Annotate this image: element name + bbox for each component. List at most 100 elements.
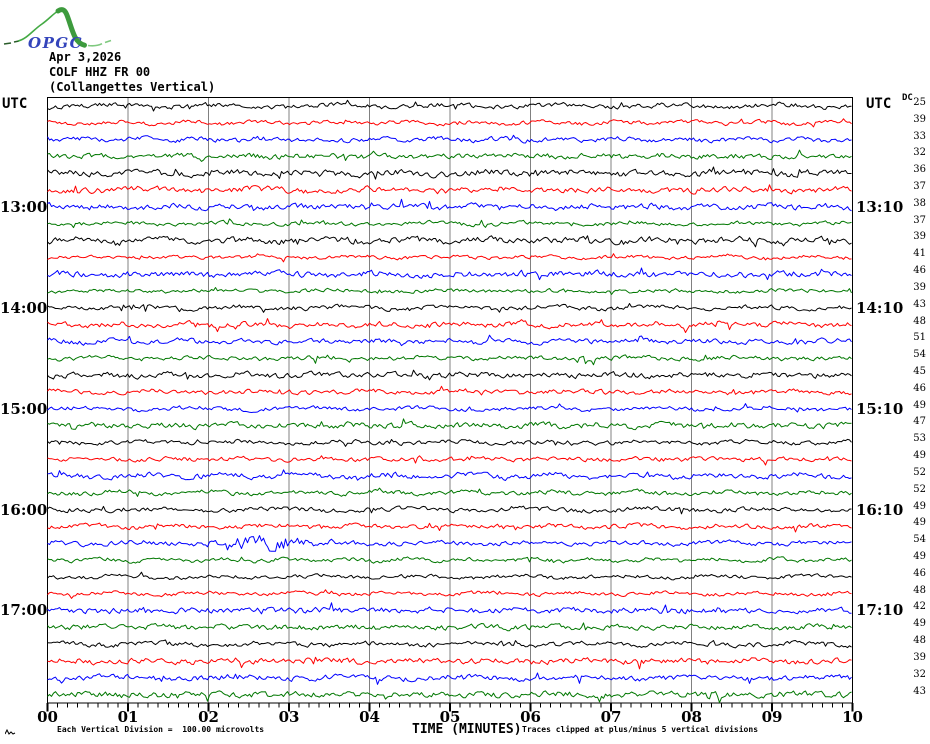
dc-value: 43 <box>913 686 926 697</box>
seismo-trace <box>47 589 852 599</box>
dc-value: 48 <box>913 635 926 646</box>
seismo-trace <box>47 166 852 180</box>
logo-right-dashes <box>87 39 112 47</box>
dc-value: 49 <box>913 618 926 629</box>
left-time-label: 14:00 <box>0 299 48 317</box>
seismo-trace <box>47 318 852 333</box>
seismo-trace <box>47 118 852 128</box>
header-date: Apr 3,2026 <box>49 50 122 64</box>
seismo-trace <box>47 99 852 112</box>
seismo-trace <box>47 556 852 564</box>
seismo-trace <box>47 303 852 313</box>
opgc-logo: OPGC <box>3 7 112 50</box>
seismo-trace <box>47 522 852 533</box>
seismo-trace <box>47 469 852 481</box>
dc-value: 39 <box>913 652 926 663</box>
seismo-trace <box>47 385 852 396</box>
dc-value: 54 <box>913 349 926 360</box>
seismo-trace <box>47 690 852 704</box>
dc-value: 32 <box>913 147 926 158</box>
header-station-code: COLF HHZ FR 00 <box>49 65 151 79</box>
seismo-trace <box>47 438 852 447</box>
right-time-label: 17:10 <box>856 601 904 619</box>
dc-value: 39 <box>913 231 926 242</box>
dc-value: 45 <box>913 366 926 377</box>
seismo-trace <box>47 656 852 670</box>
dc-value: 52 <box>913 467 926 478</box>
x-tick-label: 05 <box>440 708 461 726</box>
dc-value: 37 <box>913 215 926 226</box>
right-time-label: 16:10 <box>856 501 904 519</box>
x-tick-label: 06 <box>520 708 541 726</box>
seismo-trace <box>47 622 852 632</box>
dc-value: 39 <box>913 114 926 125</box>
dc-value: 47 <box>913 416 926 427</box>
dc-value: 49 <box>913 517 926 528</box>
dc-value: 49 <box>913 450 926 461</box>
dc-value: 46 <box>913 383 926 394</box>
seismo-trace <box>47 505 852 515</box>
x-tick-label: 02 <box>198 708 219 726</box>
dc-value: 43 <box>913 299 926 310</box>
dc-value: 32 <box>913 669 926 680</box>
x-tick-label: 10 <box>842 708 863 726</box>
dc-value: 36 <box>913 164 926 175</box>
dc-value: 41 <box>913 248 926 259</box>
utc-right-label: UTC <box>866 96 892 112</box>
seismo-trace <box>47 571 852 581</box>
seismo-trace <box>47 235 852 248</box>
seismo-trace <box>47 602 852 615</box>
seismo-trace <box>47 149 852 162</box>
dc-value: 38 <box>913 198 926 209</box>
header-station-name: (Collangettes Vertical) <box>49 80 216 94</box>
dc-value: 54 <box>913 534 926 545</box>
dc-value: 52 <box>913 484 926 495</box>
dc-value: 37 <box>913 181 926 192</box>
seismo-trace <box>47 418 852 431</box>
dc-column-header: DC <box>902 93 913 103</box>
seismo-trace <box>47 134 852 144</box>
dc-value: 51 <box>913 332 926 343</box>
seismo-trace <box>47 354 852 366</box>
seismo-trace <box>47 287 852 295</box>
dc-value: 39 <box>913 282 926 293</box>
x-tick-label: 04 <box>359 708 380 726</box>
left-time-label: 17:00 <box>0 601 48 619</box>
right-time-label: 15:10 <box>856 400 904 418</box>
logo-text: OPGC <box>28 34 83 50</box>
logo-ridge-line <box>17 10 59 42</box>
seismo-trace <box>47 672 852 685</box>
seismo-trace <box>47 198 852 212</box>
x-axis-title: TIME (MINUTES) <box>412 722 522 737</box>
left-time-label: 13:00 <box>0 198 48 216</box>
seismo-trace <box>47 487 852 497</box>
right-time-label: 14:10 <box>856 299 904 317</box>
utc-left-label: UTC <box>2 96 28 112</box>
dc-value: 48 <box>913 585 926 596</box>
seismo-trace <box>47 267 852 281</box>
right-time-label: 13:10 <box>856 198 904 216</box>
dc-value: 33 <box>913 131 926 142</box>
seismo-trace <box>47 639 852 649</box>
left-time-label: 16:00 <box>0 501 48 519</box>
dc-value: 49 <box>913 501 926 512</box>
logo-peak-stroke <box>55 7 87 48</box>
dc-value: 25 <box>913 97 926 108</box>
dc-value: 46 <box>913 265 926 276</box>
left-time-label: 15:00 <box>0 400 48 418</box>
dc-value: 49 <box>913 551 926 562</box>
dc-value: 46 <box>913 568 926 579</box>
mini-waveform-icon <box>5 728 16 735</box>
vertical-division-note: Each Vertical Division = 100.00 microvol… <box>57 725 265 734</box>
dc-value: 48 <box>913 316 926 327</box>
seismo-trace <box>47 184 852 195</box>
x-tick-label: 07 <box>601 708 622 726</box>
seismo-trace <box>47 218 852 229</box>
seismo-trace <box>47 369 852 381</box>
seismo-trace <box>47 455 852 466</box>
x-tick-label: 03 <box>279 708 300 726</box>
dc-value: 49 <box>913 400 926 411</box>
dc-value: 42 <box>913 601 926 612</box>
